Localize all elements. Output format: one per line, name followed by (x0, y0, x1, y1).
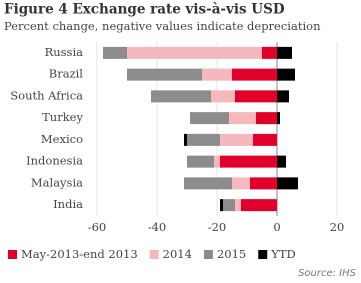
legend-label: May-2013-end 2013 (21, 247, 138, 261)
bar-segment (187, 133, 220, 146)
y-tick-label: India (53, 197, 83, 211)
y-tick-label: Indonesia (26, 154, 83, 168)
bar-segment (223, 199, 235, 212)
bar-segment (232, 177, 250, 190)
y-tick-label: Turkey (42, 110, 83, 124)
bar-segment (250, 177, 277, 190)
bar-segment (241, 199, 277, 212)
y-tick-label: Brazil (49, 67, 84, 81)
bar-segment (184, 177, 232, 190)
bar-segment (187, 155, 214, 168)
bar-segment (235, 199, 241, 212)
bar-segment (127, 68, 202, 81)
x-tick-label: -60 (88, 220, 107, 234)
bar-segment (202, 68, 232, 81)
bar-segment (277, 46, 292, 59)
bar-segment (277, 155, 286, 168)
source-note: Source: IHS (298, 268, 357, 279)
bar-segment (220, 133, 253, 146)
bar-segment (103, 46, 127, 59)
legend-label: 2014 (163, 247, 192, 261)
bar-segment (184, 133, 187, 146)
y-tick-label: Russia (45, 45, 84, 59)
bar-segment (277, 177, 298, 190)
bar-segment (277, 68, 295, 81)
bar-segment (232, 68, 277, 81)
x-tick-label: 20 (330, 220, 345, 234)
x-tick-label: -20 (208, 220, 227, 234)
x-tick-label: 0 (273, 220, 280, 234)
bar-segment (256, 112, 277, 125)
bar-segment (190, 112, 229, 125)
bar-segment (229, 112, 256, 125)
bar-segment (214, 155, 220, 168)
legend-swatch (149, 250, 159, 259)
bar-segment (220, 199, 223, 212)
y-tick-label: Malaysia (31, 175, 83, 189)
x-tick-label: -40 (148, 220, 167, 234)
legend-swatch (8, 250, 17, 259)
bar-segment (277, 112, 280, 125)
bar-segment (211, 90, 235, 103)
legend-swatch (258, 250, 268, 259)
bar-segment (220, 155, 277, 168)
y-tick-label: South Africa (10, 88, 83, 102)
bar-segment (253, 133, 277, 146)
y-tick-label: Mexico (41, 132, 83, 146)
legend-label: 2015 (217, 247, 246, 261)
legend-swatch (203, 250, 213, 259)
bar-segment (262, 46, 277, 59)
bar-segment (235, 90, 277, 103)
legend-label: YTD (270, 247, 295, 261)
bar-segment (277, 90, 289, 103)
chart-title: Figure 4 Exchange rate vis-à-vis USD (4, 2, 285, 18)
bar-segment (151, 90, 211, 103)
chart-subtitle: Percent change, negative values indicate… (4, 19, 321, 33)
bar-segment (127, 46, 262, 59)
